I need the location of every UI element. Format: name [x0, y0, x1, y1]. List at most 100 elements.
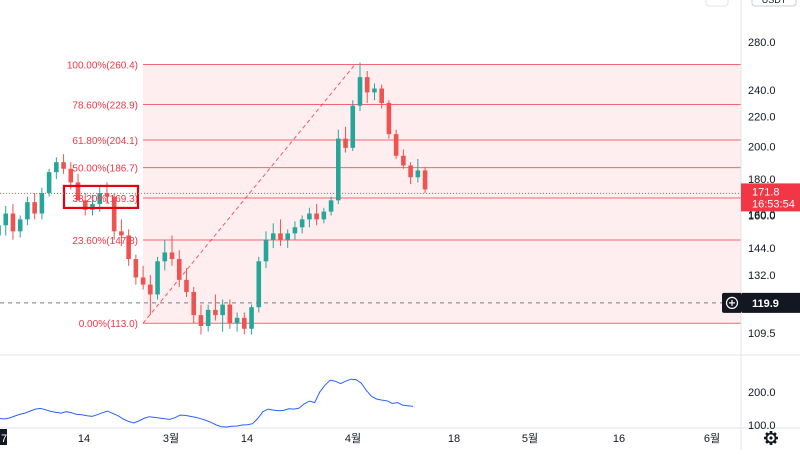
candle-body	[343, 138, 348, 148]
candle[interactable]	[263, 231, 269, 269]
candle[interactable]	[401, 149, 406, 169]
time-tick-label: 18	[448, 433, 460, 445]
candle[interactable]	[176, 250, 182, 288]
candle[interactable]	[408, 162, 413, 185]
candle[interactable]	[191, 287, 197, 324]
candle[interactable]	[328, 196, 334, 216]
candle[interactable]	[32, 193, 37, 220]
candle[interactable]	[292, 221, 298, 240]
candle[interactable]	[133, 254, 139, 285]
candle[interactable]	[270, 223, 276, 249]
candle-body	[46, 172, 52, 194]
candle-body	[328, 200, 334, 212]
candle[interactable]	[10, 204, 16, 240]
candle[interactable]	[119, 219, 124, 246]
candle[interactable]	[213, 294, 218, 321]
candle-body	[314, 213, 319, 220]
candle[interactable]	[126, 229, 131, 266]
candle-body	[61, 162, 66, 169]
fib-level-label: 50.00%(186.7)	[72, 164, 138, 175]
candle[interactable]	[379, 84, 384, 109]
candle[interactable]	[234, 312, 240, 332]
candle-body	[75, 182, 81, 201]
candle-body	[119, 231, 124, 236]
candle-body	[415, 170, 421, 178]
price-countdown-label: 16:53:54	[752, 198, 795, 210]
price-tick-label: 240.0	[748, 85, 776, 97]
candle-body	[336, 138, 341, 201]
price-tick-label: 180.0	[748, 174, 776, 186]
candle[interactable]	[307, 207, 312, 228]
candle[interactable]	[336, 129, 341, 205]
candle-body	[169, 252, 175, 260]
candle[interactable]	[422, 167, 428, 194]
candle-body	[249, 307, 254, 329]
candle-body	[401, 155, 406, 166]
crosshair-price-badge[interactable]: 119.9	[722, 292, 800, 313]
candle[interactable]	[54, 157, 59, 179]
candle-body	[198, 315, 204, 327]
candle[interactable]	[242, 312, 247, 335]
candle[interactable]	[415, 158, 421, 183]
candle[interactable]	[46, 168, 52, 197]
currency-selector[interactable]: USDT	[751, 0, 797, 7]
time-tick-label: 4월	[345, 432, 361, 445]
candle-body	[307, 213, 312, 220]
candle[interactable]	[364, 70, 370, 103]
candle[interactable]	[227, 299, 233, 329]
candle[interactable]	[3, 205, 9, 236]
candle[interactable]	[343, 126, 348, 153]
candle[interactable]	[0, 219, 1, 250]
candle[interactable]	[162, 239, 168, 271]
candle[interactable]	[314, 204, 319, 226]
candle[interactable]	[184, 268, 189, 297]
candle-body	[379, 88, 384, 103]
indicator-tick-label: 200.0	[748, 387, 776, 399]
candle-body	[111, 196, 117, 232]
pane-control-button[interactable]	[705, 0, 729, 7]
candle[interactable]	[350, 100, 356, 151]
candle-body	[321, 211, 327, 220]
candle-body	[39, 193, 45, 214]
candle-body	[184, 279, 189, 292]
candle[interactable]	[198, 304, 204, 335]
candle[interactable]	[25, 196, 30, 226]
candle-body	[10, 213, 16, 232]
candle[interactable]	[155, 256, 160, 300]
fib-label-selection-box[interactable]	[62, 184, 140, 210]
candle[interactable]	[299, 215, 305, 234]
gear-icon[interactable]	[764, 431, 778, 445]
candle[interactable]	[82, 193, 88, 216]
time-tick-label: 6월	[704, 432, 720, 445]
candle[interactable]	[39, 187, 45, 220]
candle[interactable]	[249, 304, 254, 335]
candle[interactable]	[372, 83, 377, 101]
candle-body	[140, 277, 146, 285]
time-axis-cursor-marker	[0, 429, 7, 445]
candle[interactable]	[148, 275, 153, 316]
candle-body	[68, 168, 74, 183]
candle[interactable]	[140, 265, 146, 290]
candle-body	[263, 239, 269, 262]
candle[interactable]	[220, 299, 225, 332]
candle[interactable]	[256, 256, 262, 313]
candle[interactable]	[285, 229, 290, 249]
candle[interactable]	[111, 193, 117, 240]
candle-body	[350, 105, 356, 148]
candle[interactable]	[169, 235, 175, 266]
candle[interactable]	[278, 219, 283, 246]
candle[interactable]	[393, 129, 399, 159]
indicator-tick-label: 100.0	[748, 420, 776, 432]
candle-body	[191, 291, 197, 316]
candle[interactable]	[61, 154, 66, 174]
candle[interactable]	[17, 215, 23, 238]
candle[interactable]	[386, 100, 392, 139]
candle-body	[3, 213, 9, 226]
candle[interactable]	[205, 304, 211, 332]
candle[interactable]	[321, 207, 327, 224]
fib-level-label: 23.60%(147.8)	[72, 236, 138, 247]
candle[interactable]	[357, 62, 363, 112]
candle-body	[104, 193, 110, 197]
indicator-line[interactable]	[0, 378, 414, 428]
